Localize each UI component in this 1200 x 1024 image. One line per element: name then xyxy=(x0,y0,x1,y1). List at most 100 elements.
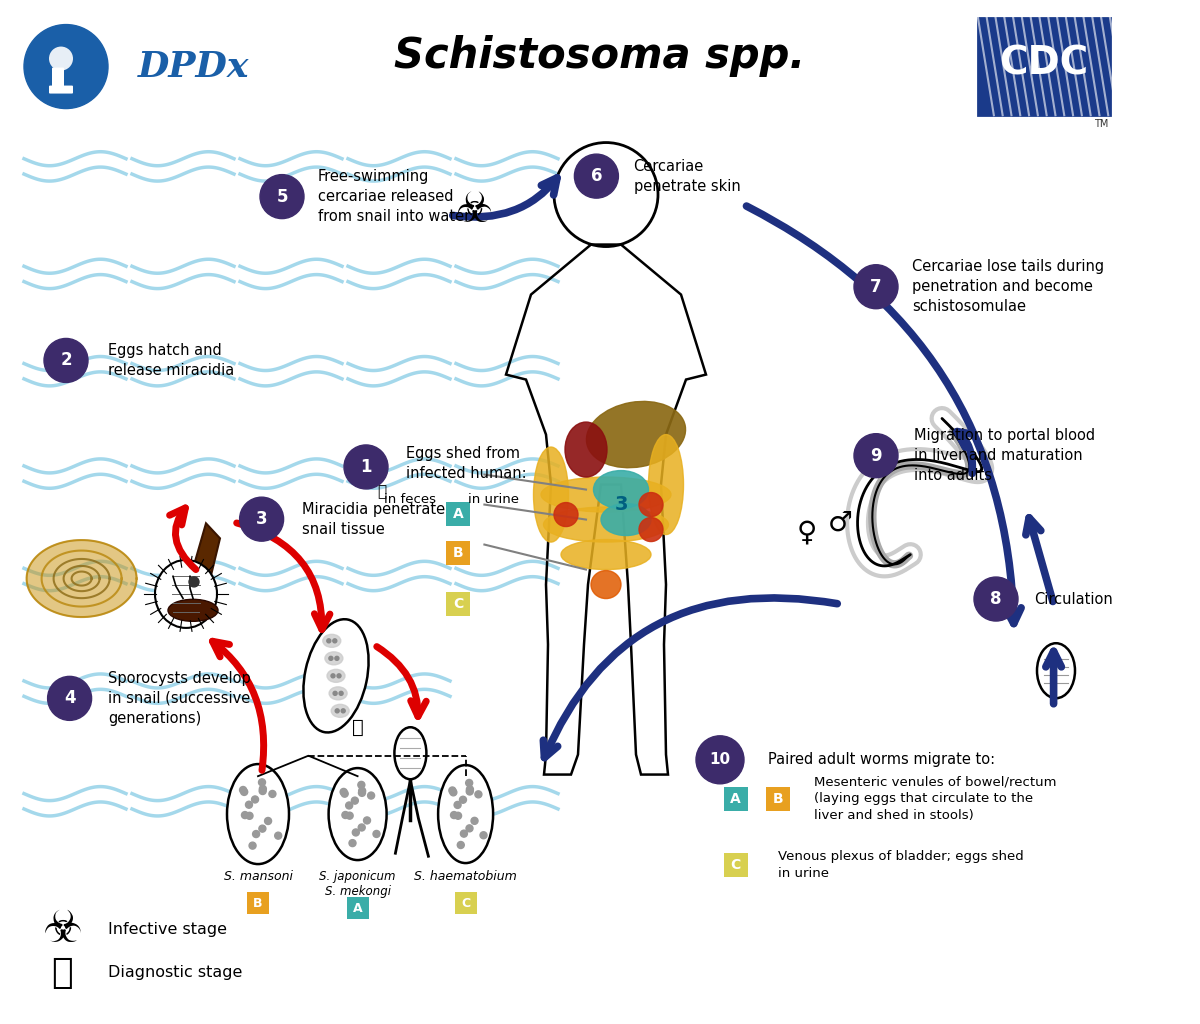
Circle shape xyxy=(450,788,457,796)
Circle shape xyxy=(460,797,467,803)
Text: 3: 3 xyxy=(256,510,268,528)
Text: Venous plexus of bladder; eggs shed
in urine: Venous plexus of bladder; eggs shed in u… xyxy=(778,850,1024,881)
Text: ♀: ♀ xyxy=(797,518,816,547)
Text: 3: 3 xyxy=(614,495,628,514)
Ellipse shape xyxy=(562,540,650,569)
Circle shape xyxy=(340,691,343,695)
Circle shape xyxy=(258,779,265,785)
Circle shape xyxy=(250,842,256,849)
Circle shape xyxy=(252,830,259,838)
Circle shape xyxy=(246,812,253,819)
Circle shape xyxy=(259,787,266,795)
Polygon shape xyxy=(26,540,137,617)
Ellipse shape xyxy=(565,422,607,477)
Circle shape xyxy=(554,142,658,247)
Text: ☣: ☣ xyxy=(42,908,83,951)
Text: Circulation: Circulation xyxy=(1034,592,1114,606)
Circle shape xyxy=(49,46,73,71)
Ellipse shape xyxy=(155,560,217,628)
Circle shape xyxy=(241,812,248,818)
FancyBboxPatch shape xyxy=(247,892,269,914)
Text: ☣: ☣ xyxy=(455,188,493,231)
Circle shape xyxy=(696,736,744,783)
Circle shape xyxy=(341,791,348,798)
FancyBboxPatch shape xyxy=(446,592,470,616)
Text: 9: 9 xyxy=(870,446,882,465)
FancyBboxPatch shape xyxy=(724,853,748,878)
Circle shape xyxy=(854,265,898,308)
Circle shape xyxy=(480,831,487,839)
Circle shape xyxy=(454,802,461,808)
Text: Paired adult worms migrate to:: Paired adult worms migrate to: xyxy=(768,753,995,767)
Text: 2: 2 xyxy=(60,351,72,370)
Circle shape xyxy=(329,656,332,660)
Circle shape xyxy=(352,797,359,804)
FancyBboxPatch shape xyxy=(455,892,476,914)
Text: Migration to portal blood
in liver and maturation
into adults: Migration to portal blood in liver and m… xyxy=(914,428,1096,483)
Circle shape xyxy=(475,791,482,798)
Text: C: C xyxy=(454,597,463,611)
Circle shape xyxy=(467,785,474,793)
Text: Eggs shed from
infected human:: Eggs shed from infected human: xyxy=(406,446,527,481)
Circle shape xyxy=(275,833,282,839)
Circle shape xyxy=(260,175,304,218)
Circle shape xyxy=(259,785,266,793)
Ellipse shape xyxy=(541,477,671,512)
Circle shape xyxy=(466,779,473,786)
Circle shape xyxy=(240,498,283,541)
Text: in feces: in feces xyxy=(384,494,436,506)
Text: 10: 10 xyxy=(709,753,731,767)
Circle shape xyxy=(575,155,618,198)
Text: CDC: CDC xyxy=(1000,45,1088,83)
Text: S. japonicum
S. mekongi: S. japonicum S. mekongi xyxy=(319,870,396,898)
Text: S. haematobium: S. haematobium xyxy=(414,870,517,884)
Ellipse shape xyxy=(592,570,622,599)
Circle shape xyxy=(259,825,266,833)
Circle shape xyxy=(974,578,1018,621)
Ellipse shape xyxy=(601,504,650,536)
Circle shape xyxy=(358,781,365,788)
Text: Free-swimming
cercariae released
from snail into water: Free-swimming cercariae released from sn… xyxy=(318,169,470,224)
Text: A: A xyxy=(454,507,463,521)
Text: Miracidia penetrate
snail tissue: Miracidia penetrate snail tissue xyxy=(302,502,445,537)
Circle shape xyxy=(335,656,338,660)
Text: 8: 8 xyxy=(990,590,1002,608)
Ellipse shape xyxy=(227,764,289,864)
Circle shape xyxy=(337,674,341,678)
Circle shape xyxy=(450,812,457,818)
Circle shape xyxy=(341,709,346,713)
Text: S. mansoni: S. mansoni xyxy=(223,870,293,884)
Circle shape xyxy=(461,830,468,838)
Circle shape xyxy=(455,812,462,819)
Circle shape xyxy=(346,802,353,809)
Ellipse shape xyxy=(304,620,368,732)
Text: in urine: in urine xyxy=(468,494,520,506)
Text: Infective stage: Infective stage xyxy=(108,923,227,937)
Text: Eggs hatch and
release miracidia: Eggs hatch and release miracidia xyxy=(108,343,234,378)
Circle shape xyxy=(334,691,337,695)
Text: A: A xyxy=(353,902,362,914)
Circle shape xyxy=(342,811,349,818)
Ellipse shape xyxy=(648,434,684,535)
Circle shape xyxy=(359,787,366,795)
Circle shape xyxy=(252,796,258,803)
Text: B: B xyxy=(454,546,463,560)
Circle shape xyxy=(240,786,246,794)
Ellipse shape xyxy=(1037,643,1075,698)
Circle shape xyxy=(554,503,578,526)
Circle shape xyxy=(640,517,662,542)
FancyBboxPatch shape xyxy=(724,786,748,811)
Circle shape xyxy=(24,25,108,109)
Circle shape xyxy=(246,801,252,808)
Circle shape xyxy=(472,817,478,824)
Text: Schistosoma spp.: Schistosoma spp. xyxy=(395,35,805,78)
Text: Cercariae lose tails during
penetration and become
schistosomulae: Cercariae lose tails during penetration … xyxy=(912,259,1104,314)
Circle shape xyxy=(466,825,473,831)
Text: C: C xyxy=(461,897,470,909)
Ellipse shape xyxy=(438,765,493,863)
Circle shape xyxy=(449,787,456,794)
Circle shape xyxy=(353,829,359,836)
Ellipse shape xyxy=(544,507,668,542)
Circle shape xyxy=(44,339,88,382)
Ellipse shape xyxy=(323,634,341,647)
